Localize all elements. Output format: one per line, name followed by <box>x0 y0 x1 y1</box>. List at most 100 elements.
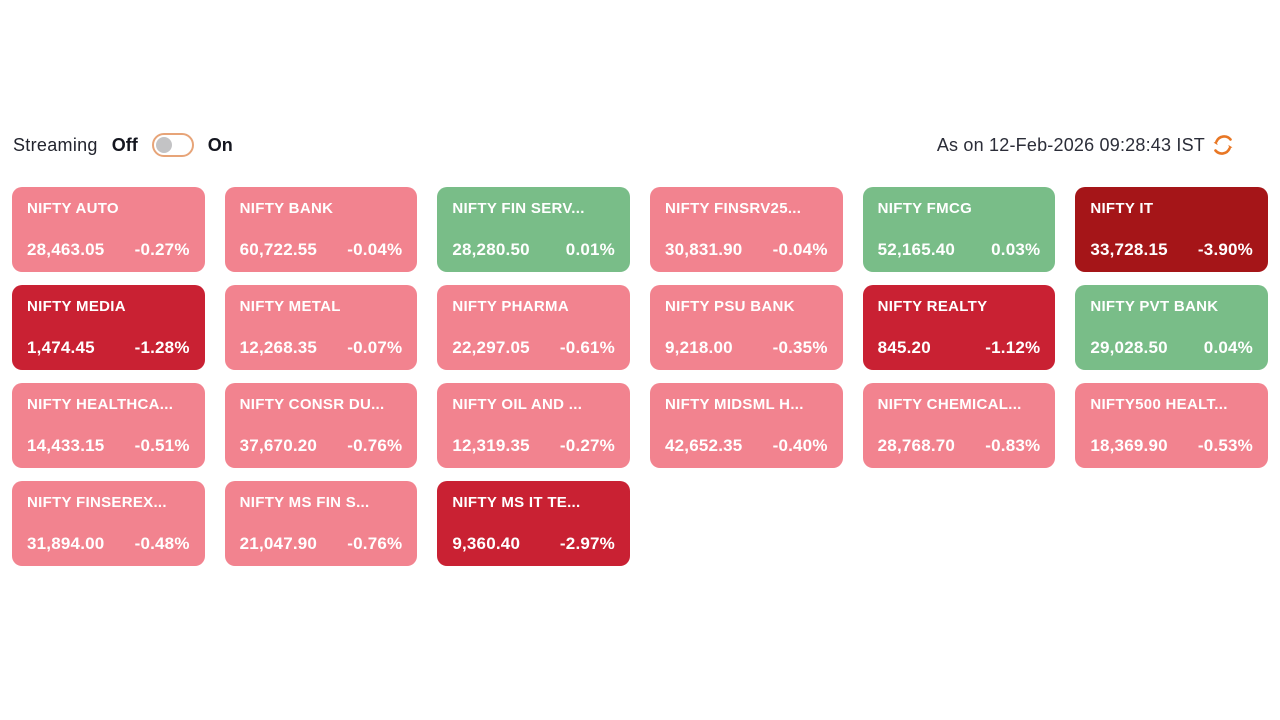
index-value: 37,670.20 <box>239 436 318 455</box>
index-change-percent: -0.51% <box>134 436 190 455</box>
index-value: 28,280.50 <box>452 240 530 259</box>
index-name: NIFTY PHARMA <box>452 298 569 315</box>
index-value: 18,369.90 <box>1090 436 1168 455</box>
index-values-row: 33,728.15 -3.90% <box>1090 240 1253 260</box>
index-change-percent: 0.04% <box>1203 338 1253 357</box>
refresh-icon[interactable] <box>1209 131 1237 159</box>
index-change-percent: -0.07% <box>347 338 403 357</box>
index-name: NIFTY MS FIN S... <box>239 494 370 511</box>
index-value: 21,047.90 <box>239 534 318 553</box>
index-tile[interactable]: NIFTY PVT BANK 29,028.50 0.04% <box>1075 285 1268 370</box>
index-values-row: 30,831.90 -0.04% <box>665 240 828 260</box>
index-change-percent: -0.76% <box>347 534 403 553</box>
index-tile[interactable]: NIFTY PHARMA 22,297.05 -0.61% <box>437 285 630 370</box>
streaming-label: Streaming <box>13 134 98 155</box>
index-name: NIFTY MIDSML H... <box>665 396 804 413</box>
index-tile[interactable]: NIFTY FINSRV25... 30,831.90 -0.04% <box>650 187 843 272</box>
index-name: NIFTY BANK <box>239 200 334 217</box>
index-name: NIFTY FIN SERV... <box>452 200 585 217</box>
index-tile[interactable]: NIFTY BANK 60,722.55 -0.04% <box>224 187 418 272</box>
index-values-row: 52,165.40 0.03% <box>878 240 1041 260</box>
index-tile[interactable]: NIFTY FMCG 52,165.40 0.03% <box>862 187 1056 272</box>
index-name: NIFTY CHEMICAL... <box>877 396 1022 413</box>
index-tiles-grid: NIFTY AUTO 28,463.05 -0.27% NIFTY BANK 6… <box>12 187 1268 566</box>
index-value: 845.20 <box>877 338 931 357</box>
index-change-percent: -0.48% <box>134 534 190 553</box>
index-tile[interactable]: NIFTY REALTY 845.20 -1.12% <box>862 285 1056 370</box>
index-name: NIFTY FMCG <box>877 200 973 217</box>
index-tile[interactable]: NIFTY MS IT TE... 9,360.40 -2.97% <box>437 481 630 566</box>
index-name: NIFTY OIL AND ... <box>452 396 583 413</box>
index-tile[interactable]: NIFTY MEDIA 1,474.45 -1.28% <box>12 285 205 370</box>
index-values-row: 31,894.00 -0.48% <box>27 534 190 554</box>
index-tile[interactable]: NIFTY PSU BANK 9,218.00 -0.35% <box>650 285 843 370</box>
index-change-percent: -0.04% <box>347 240 403 259</box>
index-change-percent: -1.12% <box>985 338 1041 357</box>
index-values-row: 9,218.00 -0.35% <box>665 338 828 358</box>
index-value: 42,652.35 <box>665 436 743 455</box>
index-tile[interactable]: NIFTY500 HEALT... 18,369.90 -0.53% <box>1075 383 1268 468</box>
index-name: NIFTY CONSR DU... <box>239 396 385 413</box>
index-tile[interactable]: NIFTY IT 33,728.15 -3.90% <box>1075 187 1268 272</box>
index-tile[interactable]: NIFTY METAL 12,268.35 -0.07% <box>224 285 418 370</box>
index-tile[interactable]: NIFTY FIN SERV... 28,280.50 0.01% <box>437 187 630 272</box>
index-tile[interactable]: NIFTY FINSEREX... 31,894.00 -0.48% <box>12 481 205 566</box>
index-change-percent: -0.83% <box>985 436 1041 455</box>
top-bar: Streaming Off On As on 12-Feb-2026 09:28… <box>13 131 1267 159</box>
index-name: NIFTY HEALTHCA... <box>27 396 174 413</box>
index-value: 60,722.55 <box>239 240 318 259</box>
index-values-row: 28,768.70 -0.83% <box>878 436 1041 456</box>
index-change-percent: -0.53% <box>1197 436 1253 455</box>
index-name: NIFTY REALTY <box>877 298 988 315</box>
index-name: NIFTY METAL <box>239 298 341 315</box>
index-values-row: 12,319.35 -0.27% <box>452 436 615 456</box>
index-values-row: 42,652.35 -0.40% <box>665 436 828 456</box>
timestamp-group: As on 12-Feb-2026 09:28:43 IST <box>937 131 1267 159</box>
index-values-row: 18,369.90 -0.53% <box>1090 436 1253 456</box>
index-name: NIFTY500 HEALT... <box>1090 396 1228 413</box>
index-tile[interactable]: NIFTY MS FIN S... 21,047.90 -0.76% <box>224 481 418 566</box>
index-tile[interactable]: NIFTY AUTO 28,463.05 -0.27% <box>12 187 205 272</box>
as-on-timestamp: As on 12-Feb-2026 09:28:43 IST <box>936 134 1205 155</box>
index-values-row: 9,360.40 -2.97% <box>452 534 615 554</box>
streaming-toggle[interactable] <box>151 133 194 157</box>
index-value: 31,894.00 <box>27 534 105 553</box>
streaming-control: Streaming Off On <box>13 133 233 157</box>
index-tile[interactable]: NIFTY CONSR DU... 37,670.20 -0.76% <box>224 383 418 468</box>
index-name: NIFTY IT <box>1090 200 1154 217</box>
index-tile[interactable]: NIFTY OIL AND ... 12,319.35 -0.27% <box>437 383 630 468</box>
index-values-row: 37,670.20 -0.76% <box>240 436 403 456</box>
index-name: NIFTY MEDIA <box>27 298 126 315</box>
index-value: 9,218.00 <box>665 338 733 357</box>
index-value: 12,319.35 <box>452 436 530 455</box>
index-tile[interactable]: NIFTY HEALTHCA... 14,433.15 -0.51% <box>12 383 205 468</box>
index-value: 14,433.15 <box>27 436 105 455</box>
index-values-row: 12,268.35 -0.07% <box>240 338 403 358</box>
index-name: NIFTY PVT BANK <box>1090 298 1219 315</box>
index-change-percent: -0.40% <box>772 436 828 455</box>
index-change-percent: -1.28% <box>134 338 190 357</box>
index-values-row: 28,280.50 0.01% <box>452 240 615 260</box>
index-value: 52,165.40 <box>877 240 956 259</box>
index-values-row: 14,433.15 -0.51% <box>27 436 190 456</box>
index-name: NIFTY MS IT TE... <box>452 494 581 511</box>
index-tile[interactable]: NIFTY MIDSML H... 42,652.35 -0.40% <box>650 383 843 468</box>
index-tile[interactable]: NIFTY CHEMICAL... 28,768.70 -0.83% <box>862 383 1056 468</box>
index-name: NIFTY FINSRV25... <box>665 200 802 217</box>
index-values-row: 22,297.05 -0.61% <box>452 338 615 358</box>
streaming-on-label: On <box>207 134 233 155</box>
index-values-row: 60,722.55 -0.04% <box>240 240 403 260</box>
index-value: 22,297.05 <box>452 338 530 357</box>
index-change-percent: -0.27% <box>134 240 190 259</box>
index-change-percent: -2.97% <box>559 534 615 553</box>
index-value: 30,831.90 <box>665 240 743 259</box>
index-change-percent: 0.03% <box>991 240 1041 259</box>
index-change-percent: -0.04% <box>772 240 828 259</box>
index-values-row: 845.20 -1.12% <box>878 338 1041 358</box>
index-values-row: 29,028.50 0.04% <box>1090 338 1253 358</box>
streaming-off-label: Off <box>111 134 138 155</box>
index-value: 29,028.50 <box>1090 338 1168 357</box>
index-name: NIFTY AUTO <box>27 200 119 217</box>
index-change-percent: -0.76% <box>347 436 403 455</box>
index-value: 28,768.70 <box>877 436 956 455</box>
